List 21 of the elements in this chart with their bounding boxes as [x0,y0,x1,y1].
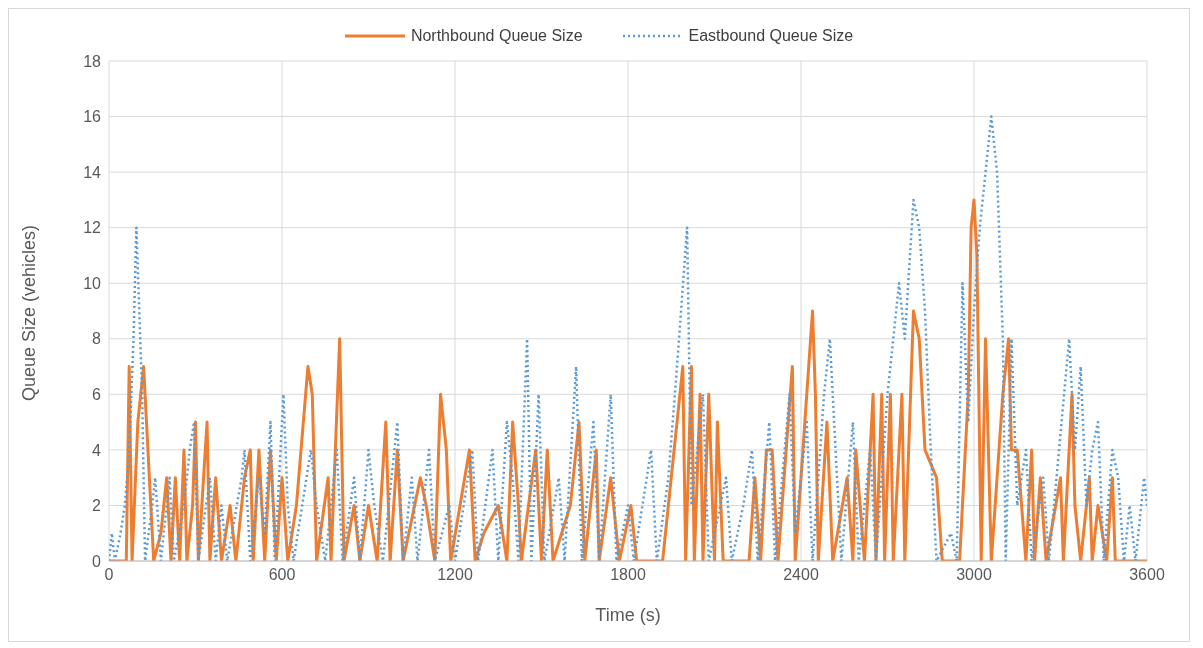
y-tick-label: 16 [83,108,102,126]
legend-label: Eastbound Queue Size [688,27,854,45]
x-axis-title: Time (s) [595,605,661,625]
y-tick-label: 0 [92,552,102,570]
y-tick-label: 10 [83,274,102,292]
x-tick-label: 1200 [437,566,473,584]
x-tick-label: 600 [268,566,296,584]
x-tick-label: 2400 [783,566,819,584]
y-tick-label: 2 [92,497,102,515]
y-tick-label: 4 [92,441,102,459]
legend-label: Northbound Queue Size [410,27,583,45]
y-tick-label: 12 [83,219,102,237]
x-tick-label: 3600 [1129,566,1165,584]
x-tick-label: 1800 [610,566,646,584]
y-tick-label: 18 [83,52,102,70]
x-tick-label: 3000 [956,566,992,584]
y-axis-title: Queue Size (vehicles) [19,224,40,401]
y-tick-label: 8 [92,330,102,348]
x-tick-label: 0 [104,566,114,584]
y-tick-label: 14 [83,163,102,181]
y-tick-label: 6 [92,386,102,404]
